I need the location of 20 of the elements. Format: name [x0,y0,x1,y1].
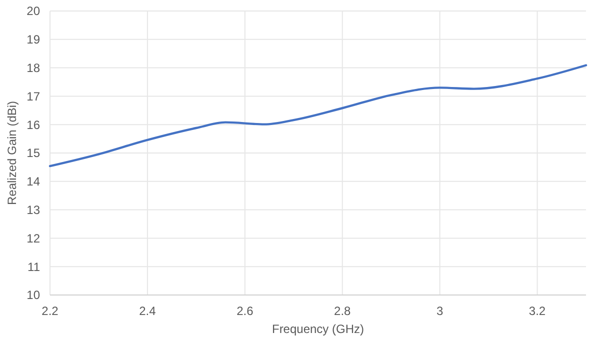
y-tick-label: 20 [26,4,40,18]
y-axis-title: Realized Gain (dBi) [5,100,19,206]
y-tick-label: 14 [26,174,40,189]
x-tick-label: 2.2 [42,304,59,318]
line-series [48,64,588,168]
y-tick-label: 12 [26,231,40,246]
y-tick-label: 10 [26,288,40,302]
y-tick-label: 11 [28,260,40,274]
y-tick-label: 18 [26,61,40,75]
y-tick-label: 17 [26,89,40,104]
x-tick-label: 3.2 [528,304,546,318]
y-tick-label: 19 [26,32,40,47]
x-tick-label: 3 [436,304,444,318]
x-tick-label: 2.6 [236,304,254,318]
x-tick-label: 2.8 [334,304,352,318]
x-axis-title: Frequency (GHz) [272,322,364,336]
y-tick-label: 13 [26,203,40,217]
y-tick-label: 16 [26,118,40,132]
y-tick-label: 15 [26,146,40,160]
x-tick-label: 2.4 [139,304,156,318]
